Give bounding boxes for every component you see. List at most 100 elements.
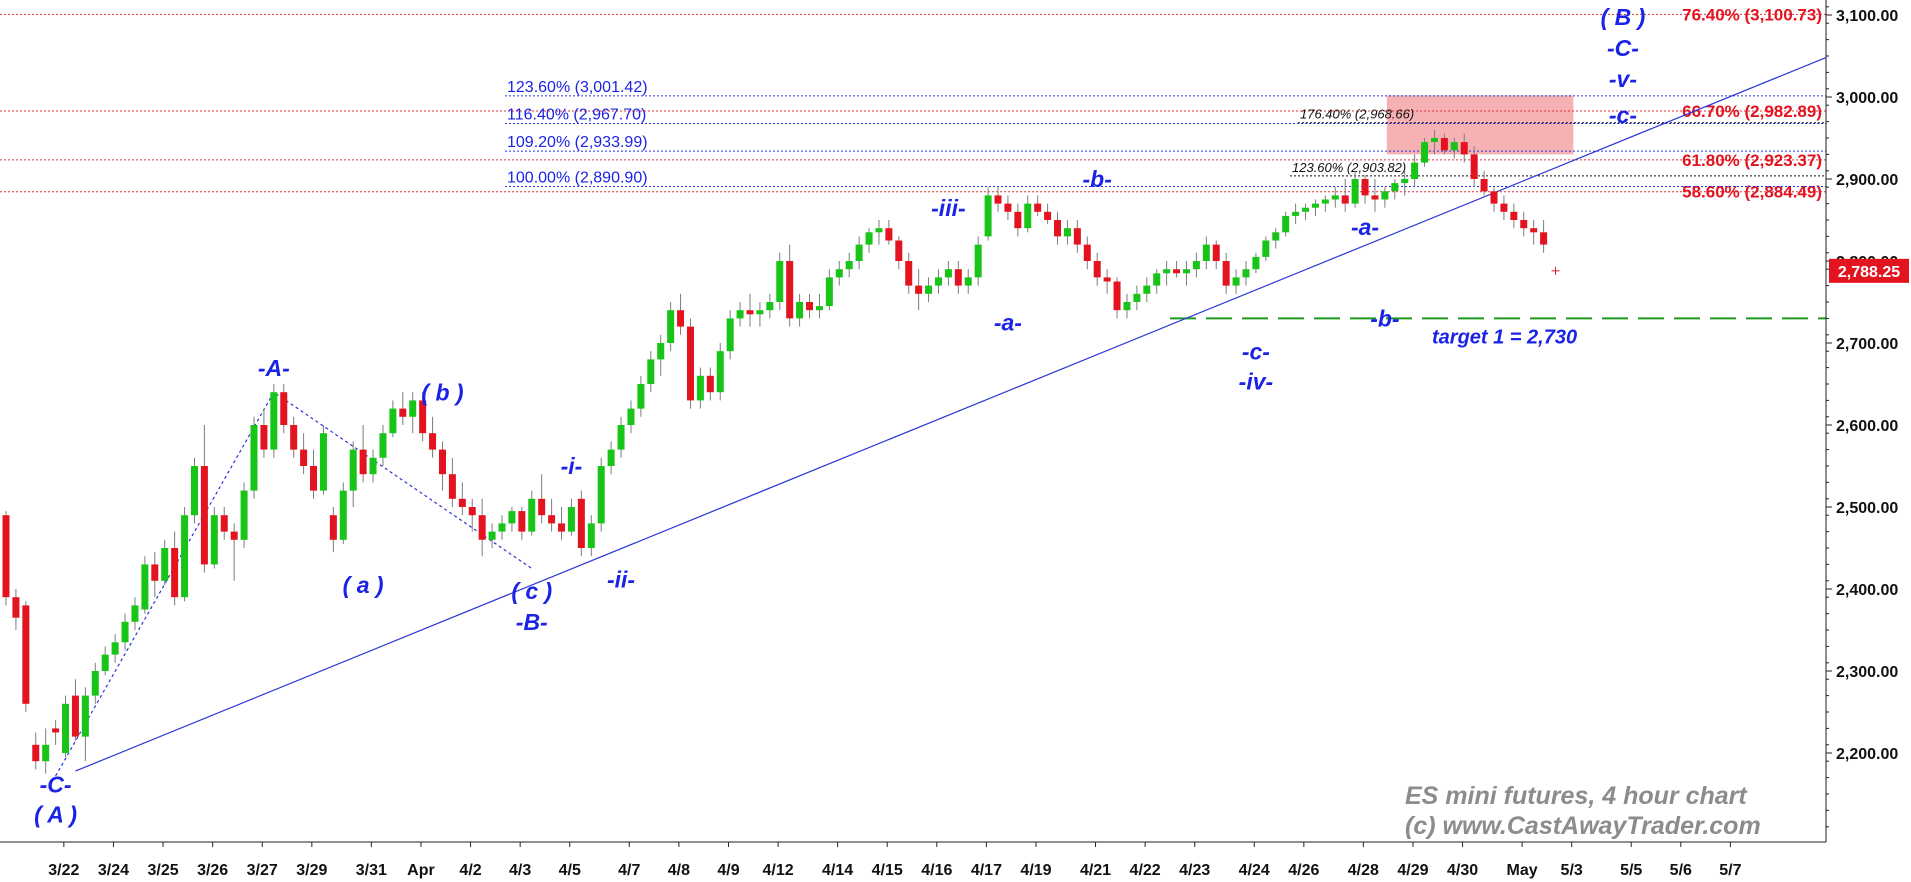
candle-body	[1153, 273, 1161, 286]
candle-body	[1460, 142, 1468, 155]
candle-body	[627, 408, 635, 425]
x-tick-label: 3/29	[296, 862, 327, 879]
candle-body	[577, 498, 585, 548]
candle-body	[141, 564, 149, 610]
wave-label: -b-	[1083, 166, 1112, 192]
candle-body	[776, 261, 784, 302]
candle-body	[925, 285, 933, 294]
candle-body	[706, 375, 714, 393]
wave-label: ( B )	[1601, 4, 1646, 30]
candle-body	[617, 425, 625, 450]
candle-body	[1073, 228, 1081, 245]
candle-body	[1450, 142, 1458, 151]
candle-body	[1034, 203, 1042, 212]
candle-body	[1133, 293, 1141, 302]
candle-body	[994, 195, 1002, 204]
candle-body	[1500, 203, 1508, 212]
candle-body	[379, 433, 387, 458]
candle-body	[1044, 211, 1052, 220]
x-tick-label: 3/27	[247, 862, 278, 879]
candle-body	[1361, 179, 1369, 196]
y-tick-label: 2,700.00	[1836, 336, 1898, 353]
candle-body	[151, 564, 159, 581]
y-tick-label: 2,300.00	[1836, 664, 1898, 681]
candle-body	[1341, 195, 1349, 204]
candle-body	[52, 728, 60, 733]
candle-body	[1182, 269, 1190, 274]
candle-body	[895, 240, 903, 261]
target-zone	[1386, 95, 1574, 155]
wave-label: -c-	[1242, 338, 1270, 364]
x-tick-label: 4/8	[668, 862, 690, 879]
y-tick-label: 3,000.00	[1836, 90, 1898, 107]
candle-body	[121, 621, 129, 643]
watermark-copyright: (c) www.CastAwayTrader.com	[1405, 812, 1761, 840]
candle-body	[1520, 220, 1528, 229]
wave-label: -c-	[1609, 102, 1637, 128]
x-tick-label: 4/16	[921, 862, 952, 879]
candle-body	[974, 244, 982, 278]
candle-body	[1311, 203, 1319, 208]
x-tick-label: 4/12	[763, 862, 794, 879]
candle-body	[1411, 162, 1419, 179]
candle-body	[1292, 211, 1300, 216]
candle-body	[220, 515, 228, 532]
wave-label: -iii-	[931, 195, 966, 221]
x-tick-label: 4/26	[1288, 862, 1319, 879]
x-tick-label: 4/29	[1397, 862, 1428, 879]
candle-body	[587, 523, 595, 548]
candle-body	[746, 310, 754, 315]
candle-body	[607, 449, 615, 466]
watermark-title: ES mini futures, 4 hour chart	[1405, 782, 1747, 810]
candle-body	[647, 359, 655, 384]
wave-label: -iv-	[1239, 369, 1274, 395]
candle-body	[1212, 244, 1220, 261]
candle-body	[1242, 269, 1250, 278]
wave-label: -v-	[1609, 66, 1637, 92]
x-tick-label: 3/25	[147, 862, 178, 879]
candle-body	[1262, 240, 1270, 257]
x-tick-label: 3/26	[197, 862, 228, 879]
x-tick-label: 4/5	[559, 862, 581, 879]
candle-body	[240, 490, 248, 540]
candle-body	[1232, 277, 1240, 286]
candle-body	[250, 425, 258, 491]
candle-body	[855, 244, 863, 261]
candle-body	[548, 515, 556, 524]
candle-body	[845, 261, 853, 270]
candle-body	[1004, 203, 1012, 212]
candle-body	[1093, 261, 1101, 278]
candle-body	[1530, 228, 1538, 233]
candle-body	[796, 302, 804, 319]
candle-body	[498, 523, 506, 532]
candle-body	[12, 597, 20, 618]
fib-blue-label: 123.60% (3,001.42)	[507, 79, 648, 96]
x-tick-label: 3/24	[98, 862, 129, 879]
wave-label: ( A )	[34, 802, 77, 828]
candle-body	[478, 515, 486, 540]
candle-body	[736, 310, 744, 319]
candle-body	[1192, 261, 1200, 270]
candle-body	[885, 228, 893, 241]
wave-label: -a-	[1351, 214, 1379, 240]
y-tick-label: 2,200.00	[1836, 746, 1898, 763]
candle-body	[190, 466, 198, 516]
candle-body	[62, 703, 70, 753]
x-tick-label: 5/7	[1719, 862, 1741, 879]
candle-body	[458, 498, 466, 507]
candle-body	[1173, 269, 1181, 274]
candle-body	[399, 408, 407, 417]
last-price-badge	[1829, 258, 1909, 283]
wave-label: -i-	[561, 453, 583, 479]
candle-body	[1351, 179, 1359, 204]
candle-body	[558, 523, 566, 532]
fib-red-label: 66.70% (2,982.89)	[1682, 102, 1822, 121]
candle-body	[1014, 211, 1022, 229]
abc-dotted-path	[55, 391, 533, 777]
wave-label: -ii-	[607, 566, 635, 592]
candle-body	[1401, 179, 1409, 184]
wave-label: -B-	[516, 609, 548, 635]
candle-body	[1272, 232, 1280, 241]
candle-body	[1083, 244, 1091, 261]
